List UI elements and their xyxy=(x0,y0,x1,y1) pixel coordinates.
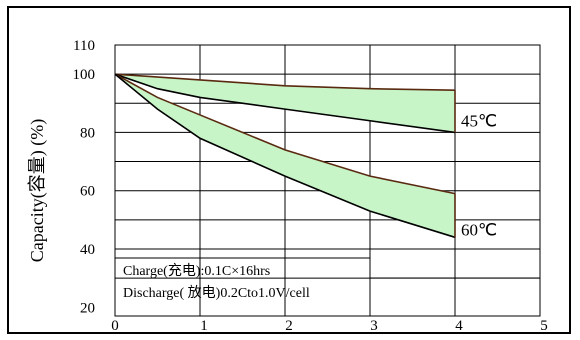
series-lower-line xyxy=(114,73,456,134)
x-tick-label: 1 xyxy=(200,318,208,334)
series-upper-line xyxy=(114,73,456,195)
y-tick-label: 80 xyxy=(80,125,95,141)
x-tick-label: 2 xyxy=(285,318,293,334)
series-areas: 45℃ 60℃ xyxy=(114,73,497,239)
note-box: Charge(充电):0.1C×16hrs Discharge( 放电)0.2C… xyxy=(115,257,540,301)
y-tick-label: 110 xyxy=(73,38,95,54)
charge-note: Charge(充电):0.1C×16hrs xyxy=(123,263,270,279)
series-label: 60℃ xyxy=(461,220,497,239)
x-tick-label: 4 xyxy=(455,318,463,334)
x-tick-label: 5 xyxy=(540,318,548,334)
tick-labels: 0 1 2 3 4 5 20 40 60 80 100 110 xyxy=(73,38,548,334)
plot-border xyxy=(114,44,541,317)
x-tick-label: 3 xyxy=(370,318,378,334)
y-tick-label: 20 xyxy=(80,300,95,316)
y-axis-label: Capacity(容量) (%) xyxy=(27,119,48,262)
y-tick-label: 100 xyxy=(73,67,96,83)
series-upper-line xyxy=(114,73,456,91)
note-box-border xyxy=(115,257,540,279)
discharge-note: Discharge( 放电)0.2Cto1.0V/cell xyxy=(123,285,310,301)
series-lower-line xyxy=(114,73,456,239)
y-tick-label: 40 xyxy=(80,242,95,258)
y-tick-label: 60 xyxy=(80,184,95,200)
x-tick-label: 0 xyxy=(111,318,119,334)
series-label: 45℃ xyxy=(461,111,497,130)
grid xyxy=(114,44,541,317)
